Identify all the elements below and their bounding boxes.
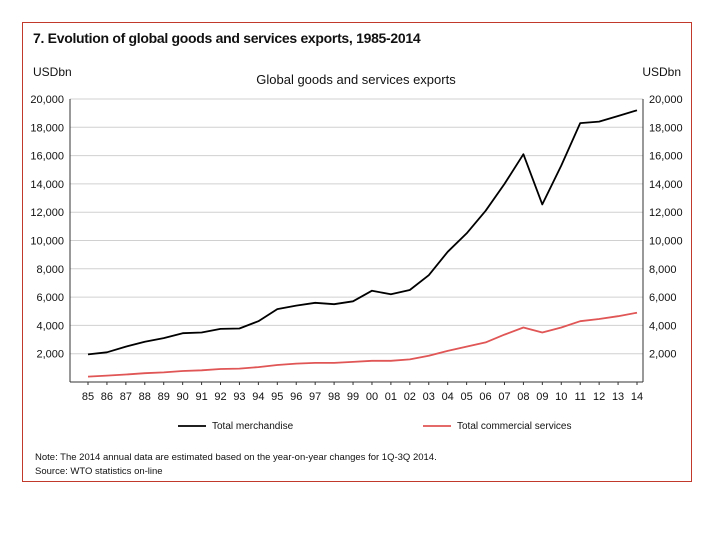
legend: Total merchandise Total commercial servic… [178,421,571,432]
y-tick-label-right: 20,000 [649,94,683,106]
x-tick-label: 94 [252,391,264,403]
x-tick-label: 13 [612,391,624,403]
x-tick-label: 03 [423,391,435,403]
source-text: Source: WTO statistics on-line [35,466,163,477]
x-tick-label: 14 [631,391,643,403]
y-tick-label-right: 4,000 [649,320,677,332]
series-lines [87,109,638,378]
figure-frame: 7. Evolution of global goods and service… [22,22,692,482]
x-tick-label: 88 [139,391,151,403]
x-tick-label: 06 [479,391,491,403]
chart-title: Global goods and services exports [256,72,456,87]
y-tick-label-right: 2,000 [649,349,677,361]
x-tick-label: 02 [404,391,416,403]
y-tick-label-right: 18,000 [649,122,683,134]
y-tick-label-left: 14,000 [30,179,64,191]
x-tick-labels: 85 86 87 88 89 90 91 92 93 94 95 96 97 98 99 00 01 02 03 04… [82,391,643,403]
x-tick-label: 90 [177,391,189,403]
y-tick-label-left: 10,000 [30,236,64,248]
y-tick-labels-right: 2,000 4,000 6,000 8,000 10,000 12,000 14,000 16… [649,94,683,361]
y-unit-left: USDbn [33,65,72,79]
y-tick-label-left: 12,000 [30,207,64,219]
y-tick-label-right: 14,000 [649,179,683,191]
x-tick-label: 93 [233,391,245,403]
y-tick-labels-left: 2,000 4,000 6,000 8,000 10,000 12,000 14,000 16… [30,94,64,361]
legend-label: Total merchandise [212,421,294,432]
figure-title: 7. Evolution of global goods and service… [33,30,421,46]
x-tick-label: 97 [309,391,321,403]
y-tick-label-left: 18,000 [30,122,64,134]
x-tick-label: 85 [82,391,94,403]
x-tick-label: 91 [195,391,207,403]
x-tick-label: 00 [366,391,378,403]
x-tick-label: 89 [158,391,170,403]
axes [69,99,644,385]
x-tick-label: 95 [271,391,283,403]
x-tick-label: 96 [290,391,302,403]
y-tick-label-right: 10,000 [649,236,683,248]
x-tick-label: 11 [574,391,585,403]
x-tick-label: 04 [442,391,454,403]
y-tick-label-left: 20,000 [30,94,64,106]
x-tick-label: 86 [101,391,113,403]
y-tick-label-left: 2,000 [36,349,64,361]
y-tick-label-left: 6,000 [36,292,64,304]
y-tick-label-right: 6,000 [649,292,677,304]
x-tick-label: 01 [385,391,397,403]
x-tick-label: 07 [498,391,510,403]
x-tick-label: 98 [328,391,340,403]
y-tick-label-right: 8,000 [649,264,677,276]
x-tick-label: 12 [593,391,605,403]
y-tick-label-left: 4,000 [36,320,64,332]
x-tick-label: 09 [536,391,548,403]
legend-label: Total commercial services [457,421,571,432]
y-tick-label-right: 12,000 [649,207,683,219]
y-tick-label-right: 16,000 [649,151,683,163]
series-line-total-merchandise [87,109,638,356]
x-tick-label: 08 [517,391,529,403]
y-unit-right: USDbn [642,65,681,79]
x-tick-label: 10 [555,391,567,403]
x-tick-label: 99 [347,391,359,403]
y-tick-label-left: 8,000 [36,264,64,276]
x-tick-label: 05 [460,391,472,403]
gridlines [70,98,643,355]
y-tick-label-left: 16,000 [30,151,64,163]
x-tick-label: 92 [214,391,226,403]
x-tick-label: 87 [120,391,132,403]
line-chart: Global goods and services exports 2,000 4… [30,72,683,432]
note-text: Note: The 2014 annual data are estimated… [35,452,437,463]
series-line-total-commercial-services [87,311,638,378]
footnote: Note: The 2014 annual data are estimated… [35,451,437,479]
